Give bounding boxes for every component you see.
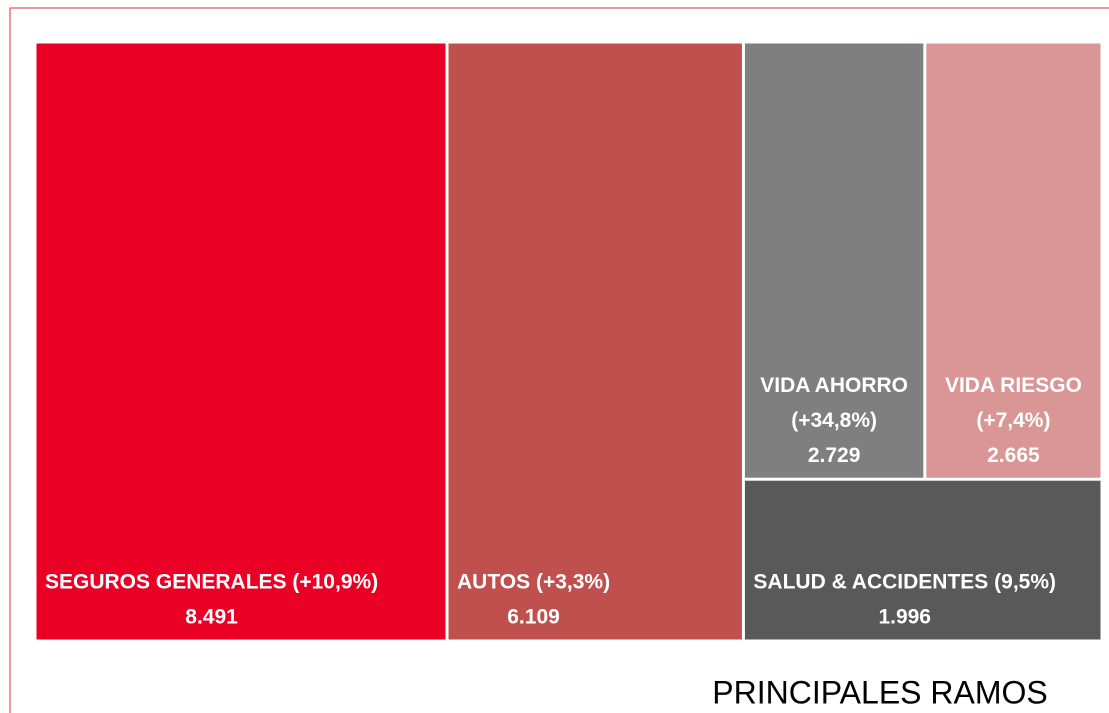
treemap-cell [744, 43, 924, 478]
treemap-cell [448, 43, 742, 640]
value-label: 2.729 [808, 444, 861, 467]
cell-label: VIDA RIESGO (+7,4%) [945, 374, 1082, 432]
cell-label: VIDA AHORRO (+34,8%) [760, 374, 908, 432]
value-label: 6.109 [507, 606, 560, 629]
cell-label: AUTOS (+3,3%) [457, 571, 610, 594]
treemap-cell [36, 43, 446, 640]
value-label: 1.996 [878, 606, 931, 629]
frame [9, 7, 1109, 713]
value-label: 2.665 [987, 444, 1040, 467]
chart-title: PRINCIPALES RAMOS [712, 674, 1047, 710]
value-label: 8.491 [185, 606, 238, 629]
treemap-cell [744, 480, 1101, 640]
cell-label: SEGUROS GENERALES (+10,9%) [45, 571, 378, 594]
treemap-cell [926, 43, 1101, 478]
cell-label: SALUD & ACCIDENTES (9,5%) [753, 571, 1056, 594]
